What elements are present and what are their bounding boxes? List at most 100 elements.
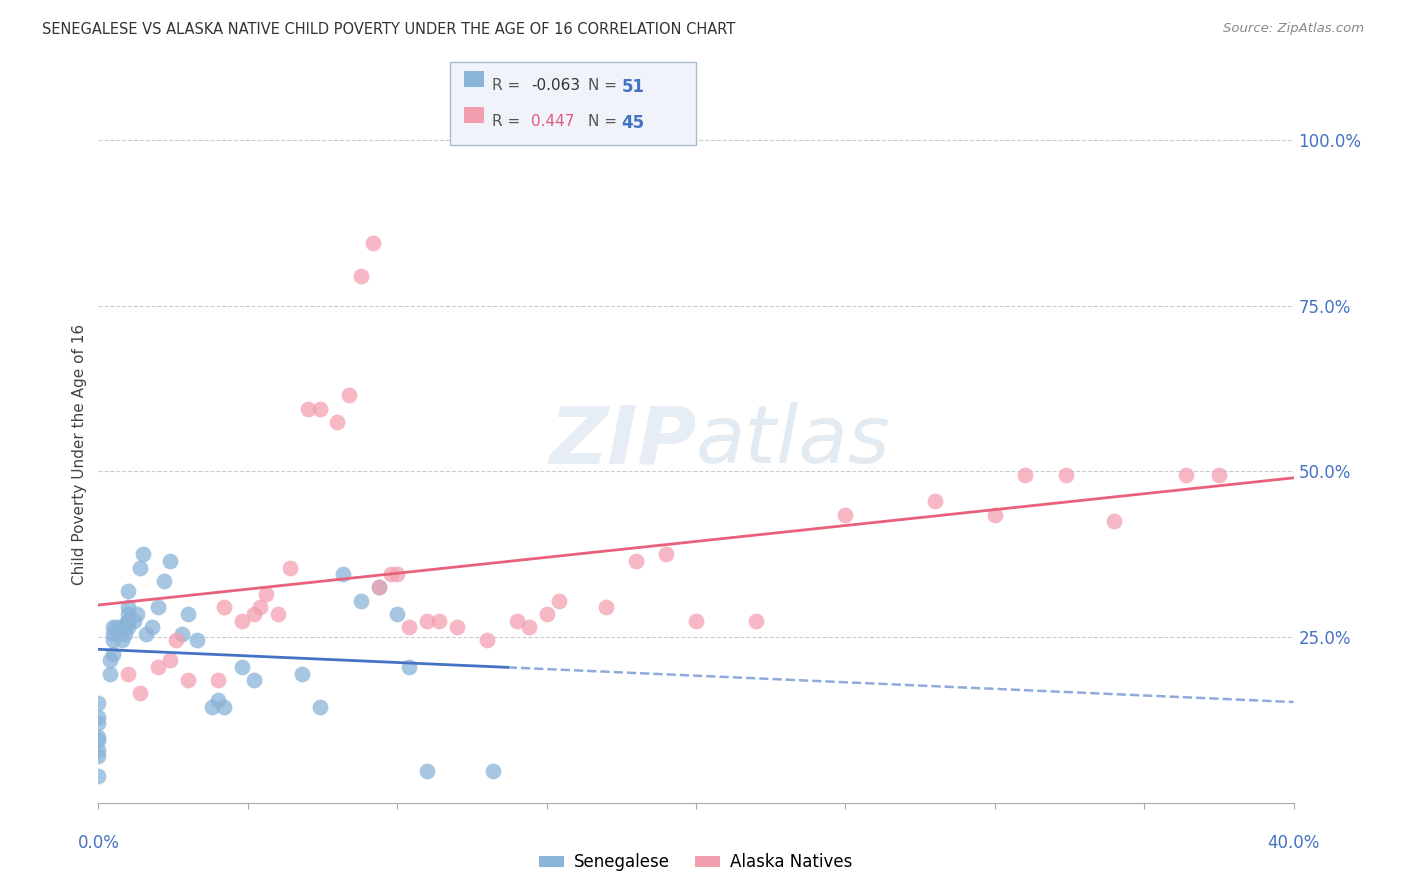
Text: 51: 51	[621, 78, 644, 96]
Point	[159, 653, 181, 667]
Legend: Senegalese, Alaska Natives: Senegalese, Alaska Natives	[533, 847, 859, 878]
Point	[124, 614, 146, 628]
Point	[165, 633, 187, 648]
Point	[481, 764, 505, 778]
Point	[148, 600, 170, 615]
Point	[380, 567, 402, 582]
Point	[201, 699, 224, 714]
Point	[212, 600, 235, 615]
Point	[655, 547, 678, 561]
Point	[141, 620, 163, 634]
Point	[207, 693, 229, 707]
Point	[135, 627, 157, 641]
Point	[177, 607, 200, 621]
Point	[87, 730, 110, 744]
Point	[368, 581, 391, 595]
Point	[1208, 467, 1230, 482]
Point	[446, 620, 468, 634]
Point	[385, 567, 409, 582]
Text: R =: R =	[492, 114, 520, 129]
Point	[177, 673, 200, 688]
Point	[626, 554, 648, 568]
Text: R =: R =	[492, 78, 520, 94]
Point	[547, 593, 569, 607]
Point	[117, 620, 139, 634]
Point	[243, 673, 266, 688]
Point	[416, 614, 439, 628]
Point	[416, 764, 439, 778]
Point	[350, 268, 373, 283]
Point	[87, 716, 110, 731]
Text: 40.0%: 40.0%	[1267, 834, 1320, 852]
Text: 45: 45	[621, 114, 644, 132]
Point	[475, 633, 498, 648]
Point	[834, 508, 856, 522]
Point	[924, 494, 946, 508]
Y-axis label: Child Poverty Under the Age of 16: Child Poverty Under the Age of 16	[72, 325, 87, 585]
Point	[368, 581, 391, 595]
Point	[297, 401, 319, 416]
Point	[254, 587, 277, 601]
Point	[363, 235, 385, 250]
Point	[427, 614, 450, 628]
Point	[87, 732, 110, 747]
Point	[87, 769, 110, 783]
Point	[111, 633, 134, 648]
Point	[103, 620, 125, 634]
Point	[114, 620, 136, 634]
Point	[267, 607, 290, 621]
Point	[127, 607, 149, 621]
Point	[172, 627, 194, 641]
Point	[595, 600, 617, 615]
Text: ZIP: ZIP	[548, 402, 696, 480]
Point	[685, 614, 707, 628]
Point	[278, 560, 301, 574]
Point	[114, 627, 136, 641]
Point	[103, 627, 125, 641]
Point	[231, 614, 253, 628]
Text: 0.447: 0.447	[531, 114, 575, 129]
Point	[159, 554, 181, 568]
Text: N =: N =	[588, 78, 617, 94]
Point	[249, 600, 271, 615]
Point	[243, 607, 266, 621]
Point	[207, 673, 229, 688]
Point	[332, 567, 354, 582]
Point	[291, 666, 314, 681]
Point	[231, 660, 253, 674]
Point	[100, 666, 122, 681]
Text: atlas: atlas	[696, 402, 891, 480]
Point	[129, 560, 152, 574]
Point	[103, 647, 125, 661]
Point	[1104, 514, 1126, 528]
Point	[1054, 467, 1078, 482]
Point	[114, 616, 136, 631]
Point	[350, 593, 373, 607]
Point	[212, 699, 235, 714]
Point	[132, 547, 155, 561]
Point	[117, 614, 139, 628]
Point	[517, 620, 540, 634]
Point	[148, 660, 170, 674]
Point	[87, 743, 110, 757]
Point	[398, 660, 420, 674]
Point	[984, 508, 1007, 522]
Point	[117, 607, 139, 621]
Point	[103, 633, 125, 648]
Point	[117, 614, 139, 628]
Text: SENEGALESE VS ALASKA NATIVE CHILD POVERTY UNDER THE AGE OF 16 CORRELATION CHART: SENEGALESE VS ALASKA NATIVE CHILD POVERT…	[42, 22, 735, 37]
Point	[153, 574, 176, 588]
Point	[117, 666, 139, 681]
Point	[87, 697, 110, 711]
Point	[129, 686, 152, 700]
Text: Source: ZipAtlas.com: Source: ZipAtlas.com	[1223, 22, 1364, 36]
Point	[326, 415, 349, 429]
Point	[1175, 467, 1198, 482]
Point	[117, 600, 139, 615]
Point	[506, 614, 529, 628]
Point	[186, 633, 208, 648]
Point	[1014, 467, 1036, 482]
Point	[398, 620, 420, 634]
Text: 0.0%: 0.0%	[77, 834, 120, 852]
Point	[117, 583, 139, 598]
